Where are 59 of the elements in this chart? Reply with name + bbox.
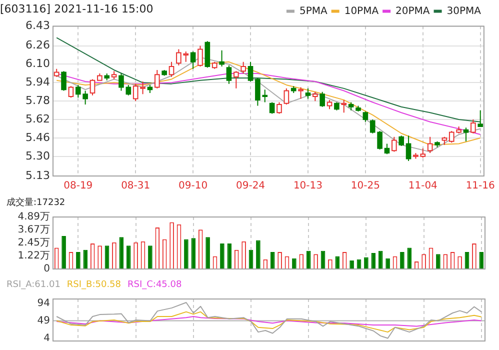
y-tick-label: 49 xyxy=(37,315,50,326)
y-tick-label: 5.62 xyxy=(26,112,50,126)
bar xyxy=(436,254,440,269)
bar xyxy=(76,252,80,269)
bar xyxy=(335,256,340,269)
y-tick-label: 5.30 xyxy=(26,149,50,162)
x-tick-label: 09-24 xyxy=(236,180,266,192)
y-tick-label: 4.89万 xyxy=(18,212,50,223)
y-tick-label: 0 xyxy=(44,264,50,275)
bar xyxy=(83,250,88,269)
x-tick-label: 10-13 xyxy=(293,180,323,192)
y-tick-label: 6.26 xyxy=(26,38,50,52)
x-tick-label: 08-19 xyxy=(64,180,93,192)
text: 成交量:17232 xyxy=(6,196,66,208)
y-tick-label: 94 xyxy=(37,298,50,309)
bar xyxy=(220,243,224,269)
bar xyxy=(227,243,232,269)
y-tick-label: 6.10 xyxy=(26,57,50,70)
bar xyxy=(350,260,354,269)
x-tick-label: 08-31 xyxy=(121,180,150,192)
text: RSI_C:45.08 xyxy=(128,280,182,290)
bar xyxy=(386,258,390,269)
y-tick-label: 1.22万 xyxy=(18,250,50,262)
bar xyxy=(148,246,152,269)
legend-label: 20PMA xyxy=(396,6,430,17)
legend-label: 10PMA xyxy=(344,6,379,17)
bar xyxy=(407,248,412,269)
y-tick-label: 4 xyxy=(44,332,50,344)
x-tick-label: 10-25 xyxy=(350,180,380,192)
bar xyxy=(119,237,124,269)
x-tick-label: 09-10 xyxy=(178,180,208,192)
bar xyxy=(126,246,131,269)
chart-title: [603116] 2021-11-16 15:00 xyxy=(0,2,154,16)
x-tick-label: 11-16 xyxy=(466,180,495,192)
y-tick-label: 6.43 xyxy=(26,19,50,32)
y-tick-label: 5.78 xyxy=(26,94,50,107)
bar xyxy=(479,252,484,269)
bar xyxy=(191,238,196,269)
legend-label: 5PMA xyxy=(299,6,328,17)
bar xyxy=(378,250,383,269)
text: RSI_B:50.58 xyxy=(66,280,122,290)
legend-label: 30PMA xyxy=(446,6,482,17)
bar xyxy=(184,239,188,269)
bar xyxy=(256,240,260,269)
bar xyxy=(364,257,368,269)
x-tick-label: 11-04 xyxy=(408,180,438,192)
y-tick-label: 3.67万 xyxy=(18,224,50,236)
bar xyxy=(62,236,66,269)
bar xyxy=(400,252,404,269)
bar xyxy=(270,252,275,269)
bar xyxy=(371,253,376,269)
bar xyxy=(306,250,311,269)
y-tick-label: 5.46 xyxy=(26,130,50,144)
y-tick-label: 5.94 xyxy=(26,76,50,89)
y-tick-label: 2.45万 xyxy=(18,238,50,249)
bar xyxy=(292,258,296,269)
text: RSI_A:61.01 xyxy=(6,280,60,290)
y-tick-label: 5.13 xyxy=(26,168,50,182)
bar xyxy=(206,237,210,269)
